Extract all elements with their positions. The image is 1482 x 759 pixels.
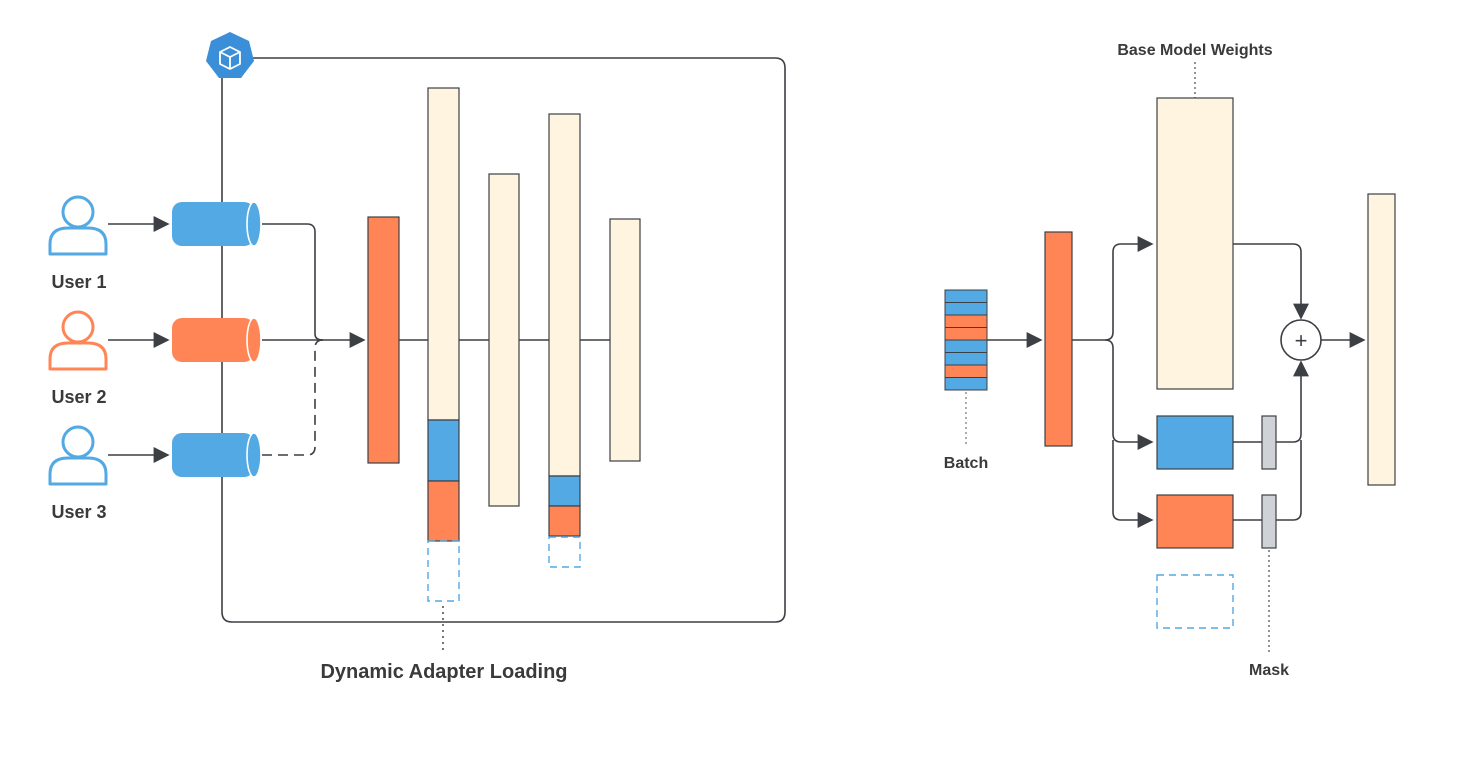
base-model-weights-label: Base Model Weights — [1117, 42, 1272, 59]
user-icon — [48, 310, 108, 371]
adapter-slot-empty — [1156, 574, 1234, 629]
user-3: User 3 — [48, 425, 108, 522]
batch-row — [944, 339, 988, 353]
adapter-blue — [1156, 415, 1234, 470]
user-2: User 2 — [48, 310, 108, 407]
left-diagram: User 1 User 2 User 3 — [48, 32, 786, 683]
mask-block — [1261, 494, 1277, 549]
connector — [262, 223, 324, 341]
batch-row — [944, 289, 988, 303]
server-frame — [221, 57, 786, 623]
right-diagram: Base Model Weights Batch Mask — [944, 42, 1396, 679]
user-label: User 2 — [51, 387, 106, 407]
sum-node: + — [1280, 319, 1322, 361]
connector-arrow — [1072, 236, 1154, 341]
mask-label: Mask — [1249, 662, 1289, 679]
base-layer — [488, 173, 520, 507]
adapter-orange — [548, 505, 581, 537]
request-queue-3 — [172, 432, 262, 478]
adapter-blue — [427, 419, 460, 482]
base-model-weights-block — [1156, 97, 1234, 390]
input-layer — [367, 216, 400, 464]
batch-row — [944, 302, 988, 316]
plus-symbol: + — [1295, 328, 1308, 353]
adapter-orange — [427, 480, 460, 542]
connector-arrow — [1104, 339, 1154, 450]
output-layer — [609, 218, 641, 462]
batch-row — [944, 314, 988, 328]
user-label: User 3 — [51, 502, 106, 522]
connector — [1276, 440, 1302, 521]
mask-block — [1261, 415, 1277, 470]
batch-row — [944, 352, 988, 366]
batch-row — [944, 377, 988, 391]
connector-arrow — [1112, 440, 1154, 528]
batch-row — [944, 327, 988, 341]
dynamic-adapter-loading-caption: Dynamic Adapter Loading — [320, 661, 567, 683]
batch-row — [944, 364, 988, 378]
base-layer — [427, 87, 460, 421]
user-icon — [48, 195, 108, 256]
base-layer — [548, 113, 581, 477]
connector-dashed — [262, 339, 324, 456]
batch-stack — [944, 289, 988, 391]
adapter-slot-empty — [548, 536, 581, 568]
user-label: User 1 — [51, 272, 106, 292]
input-layer — [1044, 231, 1073, 447]
connector-arrow — [1276, 360, 1309, 443]
adapter-orange — [1156, 494, 1234, 549]
cube-icon — [206, 32, 254, 78]
batch-label: Batch — [944, 455, 988, 472]
user-1: User 1 — [48, 195, 108, 292]
connector-arrow — [1233, 243, 1309, 320]
user-icon — [48, 425, 108, 486]
request-queue-1 — [172, 201, 262, 247]
adapter-slot-empty — [427, 540, 460, 602]
adapter-blue — [548, 475, 581, 507]
output-layer — [1367, 193, 1396, 486]
request-queue-2 — [172, 317, 262, 363]
